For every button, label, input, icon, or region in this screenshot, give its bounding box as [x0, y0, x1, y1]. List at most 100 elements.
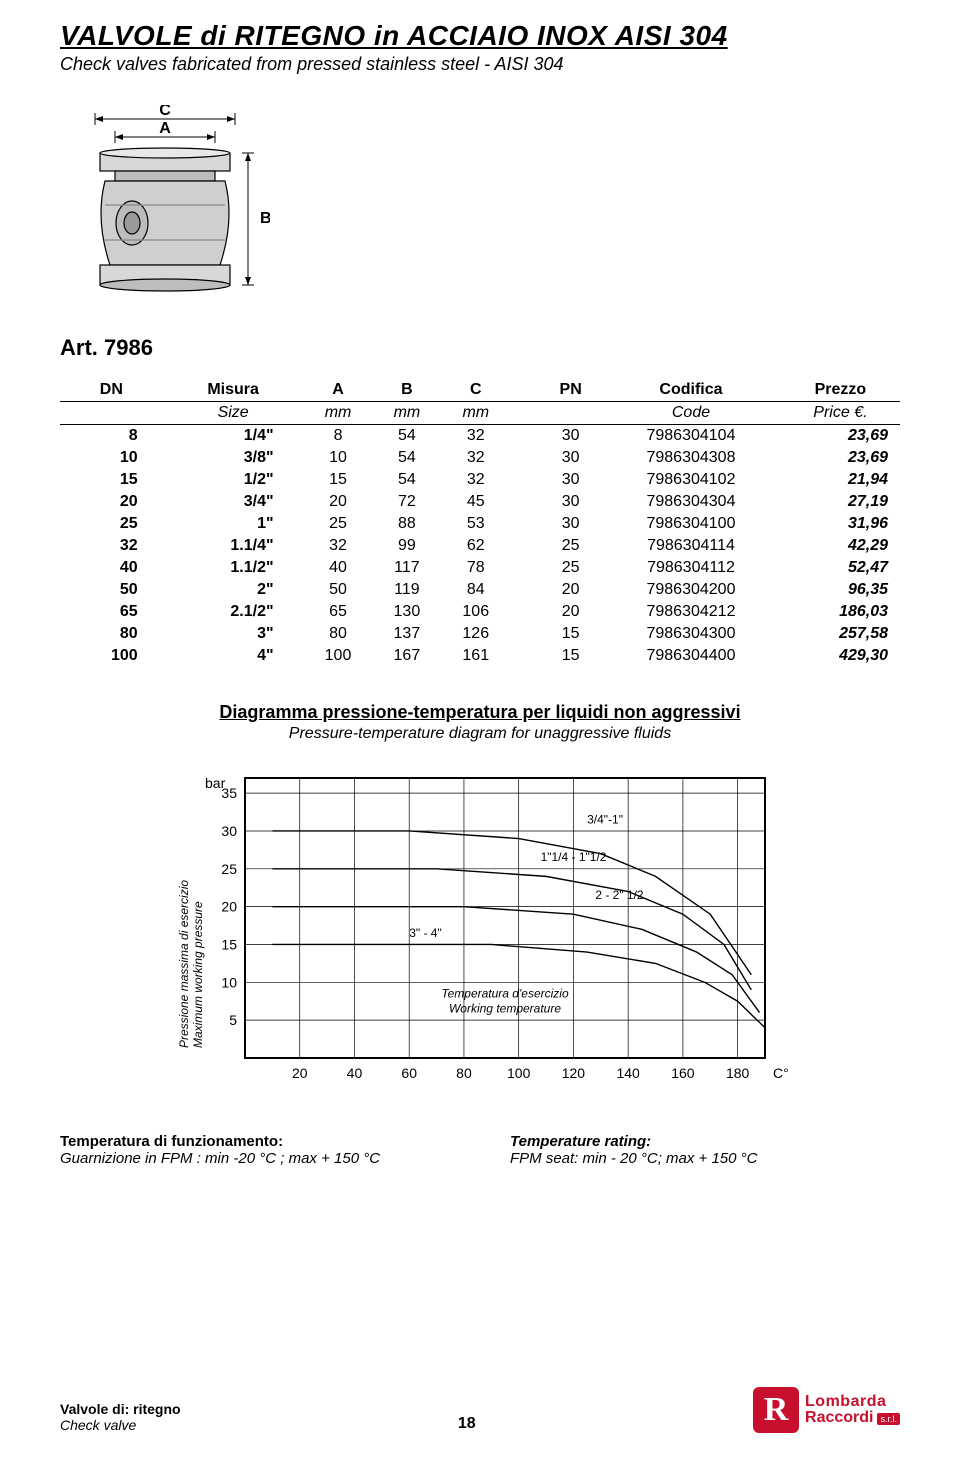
- svg-text:30: 30: [221, 823, 237, 839]
- table-cell: 96,35: [781, 579, 900, 601]
- table-cell: 3": [163, 623, 304, 645]
- temp-rating-en-heading: Temperature rating:: [510, 1133, 900, 1150]
- svg-text:Working temperature: Working temperature: [449, 1002, 561, 1016]
- table-cell: 8: [304, 425, 373, 448]
- svg-text:15: 15: [221, 936, 237, 952]
- svg-text:3/4"-1": 3/4"-1": [587, 812, 623, 826]
- svg-text:Temperatura d'esercizio: Temperatura d'esercizio: [441, 986, 569, 1000]
- svg-text:60: 60: [401, 1065, 417, 1081]
- table-cell: 4": [163, 645, 304, 667]
- table-cell: 25: [304, 513, 373, 535]
- table-cell: 7986304304: [601, 491, 781, 513]
- footer-category-en: Check valve: [60, 1417, 181, 1433]
- table-cell: 52,47: [781, 557, 900, 579]
- table-cell: 50: [60, 579, 163, 601]
- table-subheader: mm: [441, 402, 510, 425]
- svg-text:20: 20: [221, 899, 237, 915]
- svg-text:80: 80: [456, 1065, 472, 1081]
- table-cell: 27,19: [781, 491, 900, 513]
- table-cell: 126: [441, 623, 510, 645]
- table-cell: 1": [163, 513, 304, 535]
- dim-label-a: A: [159, 120, 171, 137]
- table-cell: 7986304308: [601, 447, 781, 469]
- table-cell: 45: [441, 491, 510, 513]
- valve-drawing: C A B: [60, 105, 900, 310]
- footer-category-it: Valvole di: ritegno: [60, 1401, 181, 1417]
- table-cell: 25: [540, 535, 601, 557]
- table-cell: 32: [304, 535, 373, 557]
- pressure-temperature-chart: 204060801001201401601805101520253035barC…: [160, 763, 800, 1093]
- table-cell: 186,03: [781, 601, 900, 623]
- svg-text:10: 10: [221, 974, 237, 990]
- table-cell: 23,69: [781, 425, 900, 448]
- table-cell: 65: [304, 601, 373, 623]
- table-cell: 23,69: [781, 447, 900, 469]
- table-row: 151/2"15543230798630410221,94: [60, 469, 900, 491]
- table-cell: 78: [441, 557, 510, 579]
- table-cell: 8: [60, 425, 163, 448]
- article-label: Art. 7986: [60, 335, 900, 361]
- table-subheader: Size: [163, 402, 304, 425]
- table-cell: 7986304112: [601, 557, 781, 579]
- table-cell: 7986304100: [601, 513, 781, 535]
- table-row: 321.1/4"32996225798630411442,29: [60, 535, 900, 557]
- table-cell: 32: [60, 535, 163, 557]
- svg-text:100: 100: [507, 1065, 531, 1081]
- table-cell: 20: [540, 601, 601, 623]
- table-subheader: mm: [372, 402, 441, 425]
- table-header: C: [441, 379, 510, 402]
- svg-text:Maximum working pressure: Maximum working pressure: [191, 901, 205, 1048]
- table-cell: 7986304400: [601, 645, 781, 667]
- table-cell: 2": [163, 579, 304, 601]
- table-cell: 119: [372, 579, 441, 601]
- table-cell: 40: [304, 557, 373, 579]
- table-cell: 15: [540, 645, 601, 667]
- table-row: 803"80137126157986304300257,58: [60, 623, 900, 645]
- table-cell: 1.1/4": [163, 535, 304, 557]
- table-cell: 15: [540, 623, 601, 645]
- table-cell: 21,94: [781, 469, 900, 491]
- brand-logo: R Lombarda Raccordis.r.l.: [753, 1387, 900, 1433]
- table-cell: 7986304114: [601, 535, 781, 557]
- table-cell: 15: [304, 469, 373, 491]
- table-cell: 10: [304, 447, 373, 469]
- logo-name-2: Raccordi: [805, 1409, 873, 1426]
- table-cell: 2.1/2": [163, 601, 304, 623]
- table-cell: 50: [304, 579, 373, 601]
- chart-heading: Diagramma pressione-temperatura per liqu…: [60, 702, 900, 743]
- table-cell: 54: [372, 425, 441, 448]
- table-cell: 1.1/2": [163, 557, 304, 579]
- svg-text:Pressione massima di esercizio: Pressione massima di esercizio: [177, 880, 191, 1048]
- table-cell: 40: [60, 557, 163, 579]
- page-number: 18: [458, 1415, 476, 1433]
- table-header: Codifica: [601, 379, 781, 402]
- table-cell: 7986304212: [601, 601, 781, 623]
- table-cell: 15: [60, 469, 163, 491]
- table-cell: 30: [540, 491, 601, 513]
- table-cell: 42,29: [781, 535, 900, 557]
- table-cell: 3/4": [163, 491, 304, 513]
- table-row: 251"25885330798630410031,96: [60, 513, 900, 535]
- table-cell: 31,96: [781, 513, 900, 535]
- table-subheader: Code: [601, 402, 781, 425]
- table-cell: 30: [540, 469, 601, 491]
- table-cell: 32: [441, 447, 510, 469]
- table-cell: 137: [372, 623, 441, 645]
- table-cell: 80: [304, 623, 373, 645]
- page-footer: Valvole di: ritegno Check valve 18 R Lom…: [60, 1387, 900, 1433]
- table-cell: 3/8": [163, 447, 304, 469]
- table-cell: 88: [372, 513, 441, 535]
- table-header: DN: [60, 379, 163, 402]
- table-cell: 1/4": [163, 425, 304, 448]
- table-cell: 7986304300: [601, 623, 781, 645]
- table-cell: 429,30: [781, 645, 900, 667]
- table-header: Misura: [163, 379, 304, 402]
- logo-name-1: Lombarda: [805, 1394, 900, 1410]
- svg-text:25: 25: [221, 861, 237, 877]
- table-cell: 30: [540, 447, 601, 469]
- table-cell: 20: [540, 579, 601, 601]
- table-cell: 80: [60, 623, 163, 645]
- page-title: VALVOLE di RITEGNO in ACCIAIO INOX AISI …: [60, 20, 900, 52]
- table-cell: 54: [372, 447, 441, 469]
- table-subheader: [540, 402, 601, 425]
